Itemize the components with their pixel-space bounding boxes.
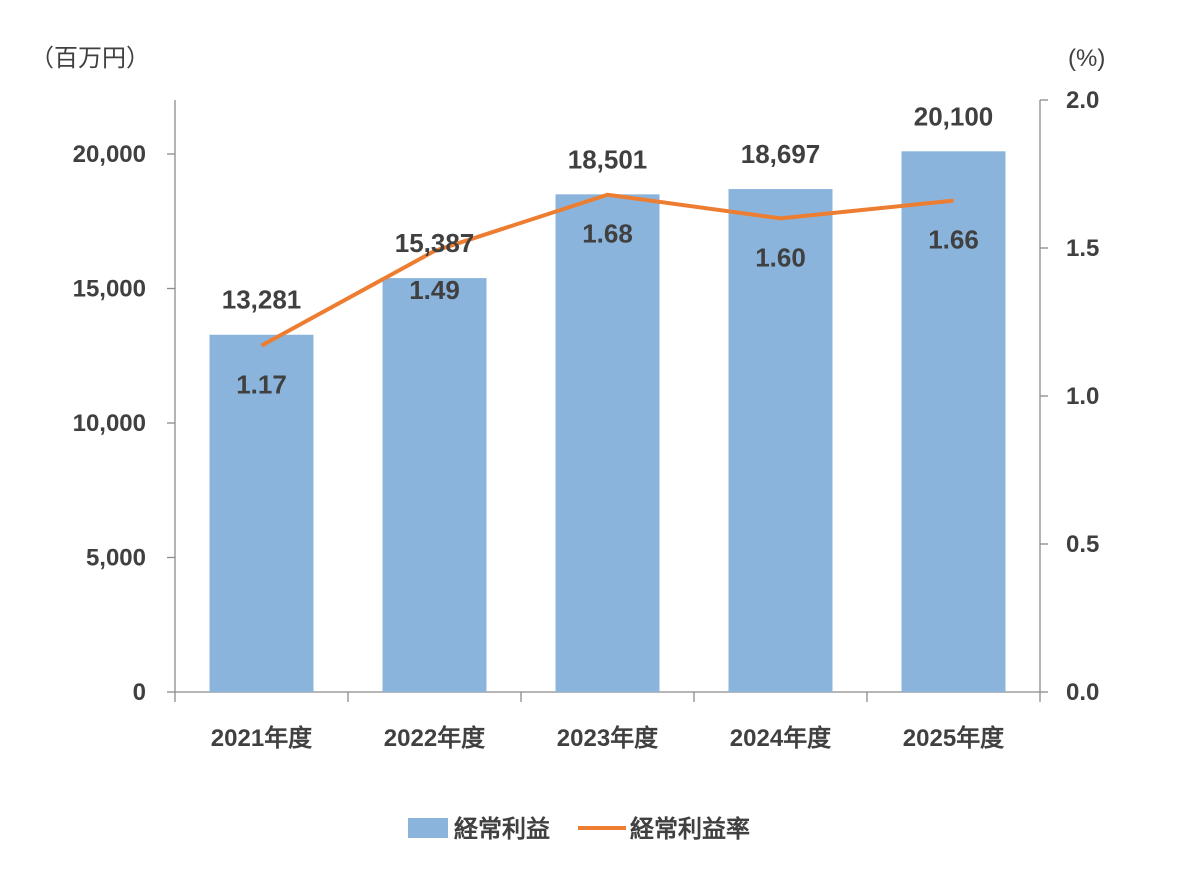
bar-series [209, 151, 1006, 692]
data-labels: 13,281 15,387 18,501 18,697 20,100 1.17 1.49 1.… [222, 101, 994, 399]
bar-value-label: 18,697 [741, 139, 821, 169]
left-axis-unit: （百万円） [30, 45, 150, 72]
bar-value-label: 18,501 [568, 144, 648, 174]
x-tick-label: 2024年度 [730, 724, 832, 752]
line-value-label: 1.66 [928, 225, 979, 255]
bar [382, 278, 487, 692]
legend-label-bar: 経常利益 [454, 815, 550, 843]
bar [728, 189, 833, 692]
right-tick-label: 2.0 [1066, 87, 1099, 114]
bar-value-label: 15,387 [395, 228, 475, 258]
legend-label-line: 経常利益率 [630, 815, 750, 843]
x-tick-label: 2023年度 [557, 724, 659, 752]
bar-value-label: 20,100 [914, 101, 994, 131]
right-tick-label: 0.5 [1066, 531, 1099, 558]
chart-axes: 0 5,000 10,000 15,000 20,000 0.0 0.5 1.0 1.5 2.0 （… [30, 45, 1105, 752]
left-tick-label: 0 [133, 679, 146, 706]
x-tick-label: 2025年度 [903, 724, 1005, 752]
line-value-label: 1.60 [755, 242, 806, 272]
left-tick-label: 5,000 [86, 545, 146, 572]
left-tick-label: 15,000 [73, 276, 146, 303]
left-tick-label: 10,000 [73, 410, 146, 437]
line-value-label: 1.49 [409, 275, 460, 305]
left-tick-label: 20,000 [73, 141, 146, 168]
line-value-label: 1.17 [236, 370, 287, 400]
right-tick-label: 1.0 [1066, 383, 1099, 410]
right-tick-label: 0.0 [1066, 679, 1099, 706]
bar [209, 334, 314, 692]
chart-legend: 経常利益 経常利益率 [408, 815, 750, 843]
bar-value-label: 13,281 [222, 285, 302, 315]
line-value-label: 1.68 [582, 219, 633, 249]
legend-swatch-bar [408, 818, 448, 838]
line-series [260, 192, 954, 348]
bar [555, 194, 660, 692]
right-axis-unit: (%) [1068, 45, 1105, 72]
x-tick-label: 2022年度 [384, 724, 486, 752]
right-tick-label: 1.5 [1066, 235, 1099, 262]
bar [901, 151, 1006, 692]
x-tick-label: 2021年度 [211, 724, 313, 752]
